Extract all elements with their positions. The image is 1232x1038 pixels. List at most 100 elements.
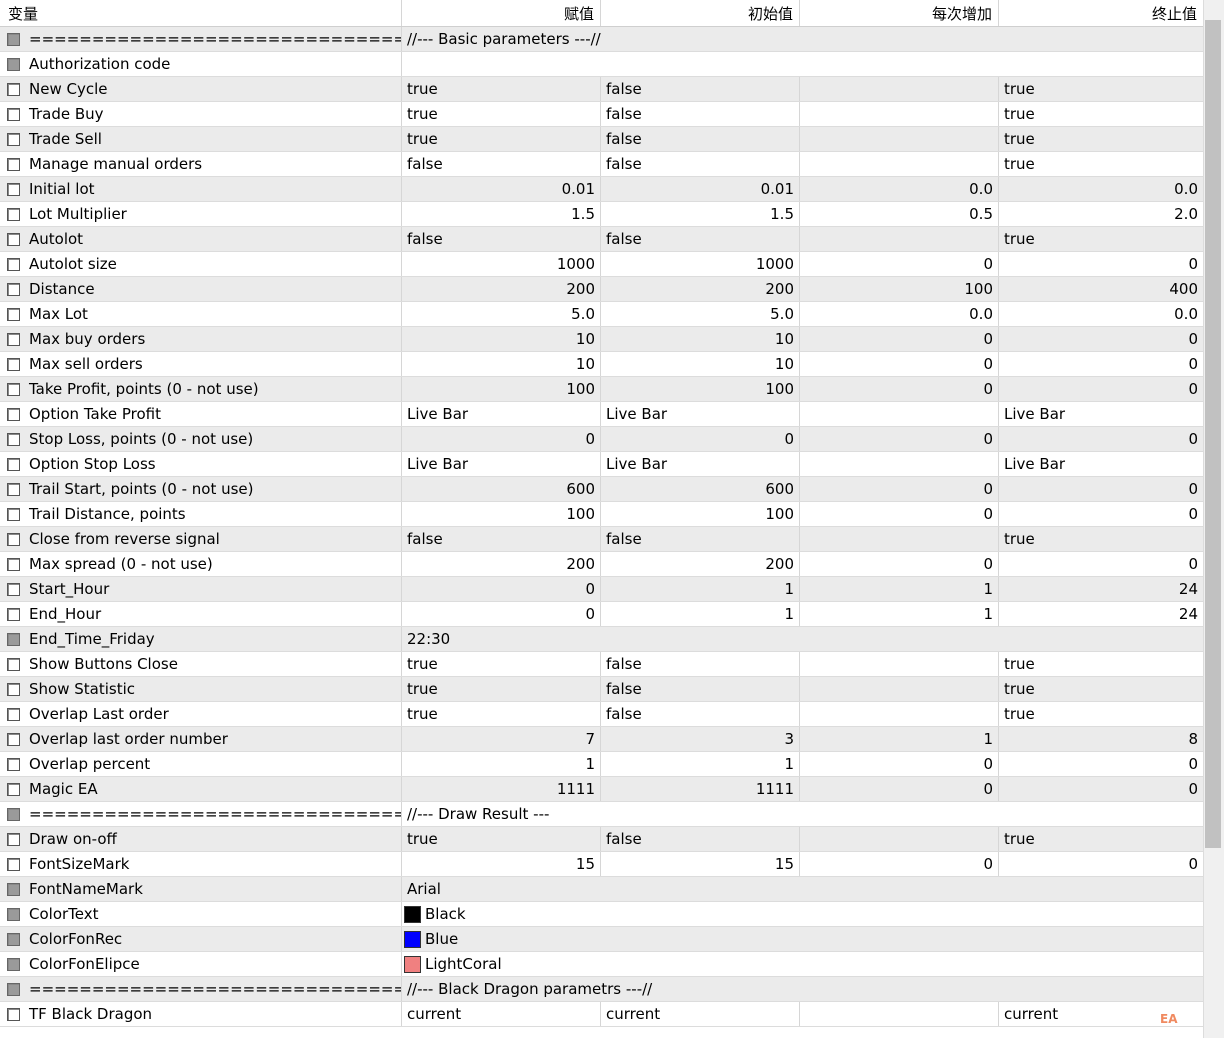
value-cell[interactable]: 100: [402, 377, 601, 401]
step-cell[interactable]: [800, 102, 999, 126]
parameter-name-cell[interactable]: =================================...: [0, 802, 402, 826]
stop-cell[interactable]: 0: [1188, 380, 1198, 398]
value-cell[interactable]: 600: [402, 477, 601, 501]
parameter-name-cell[interactable]: Start_Hour: [0, 577, 402, 601]
parameter-value[interactable]: Black: [402, 902, 1203, 926]
optimize-checkbox[interactable]: [7, 182, 20, 196]
step-cell[interactable]: 1: [800, 602, 999, 626]
stop-cell[interactable]: true: [1004, 680, 1035, 698]
parameter-name-cell[interactable]: Manage manual orders: [0, 152, 402, 176]
stop-cell[interactable]: Live Bar: [1004, 405, 1066, 423]
table-row[interactable]: Draw on-off true false true: [0, 827, 1203, 852]
optimize-checkbox[interactable]: [7, 557, 20, 571]
parameter-name-cell[interactable]: Autolot: [0, 227, 402, 251]
parameter-name-cell[interactable]: Initial lot: [0, 177, 402, 201]
optimize-checkbox[interactable]: [7, 407, 20, 421]
optimize-checkbox[interactable]: [7, 982, 20, 996]
step-cell[interactable]: 0: [800, 352, 999, 376]
step-cell[interactable]: 0.5: [800, 202, 999, 226]
column-header-variable[interactable]: 变量: [0, 0, 402, 26]
step-cell[interactable]: [800, 127, 999, 151]
parameter-value[interactable]: Arial: [407, 880, 441, 898]
optimize-checkbox[interactable]: [7, 257, 20, 271]
optimize-checkbox[interactable]: [7, 282, 20, 296]
value-cell[interactable]: false: [402, 152, 601, 176]
table-row[interactable]: Lot Multiplier 1.5 1.5 0.5 2.0: [0, 202, 1203, 227]
value-cell[interactable]: 1111: [402, 777, 601, 801]
start-cell[interactable]: 10: [601, 327, 800, 351]
table-row[interactable]: Magic EA 1111 1111 0 0: [0, 777, 1203, 802]
optimize-checkbox[interactable]: [7, 107, 20, 121]
start-cell[interactable]: 15: [601, 852, 800, 876]
optimize-checkbox[interactable]: [7, 82, 20, 96]
table-row[interactable]: Max sell orders 10 10 0 0: [0, 352, 1203, 377]
step-cell[interactable]: 0: [800, 552, 999, 576]
stop-cell[interactable]: true: [1004, 530, 1035, 548]
start-cell[interactable]: 3: [601, 727, 800, 751]
parameter-name-cell[interactable]: Trade Sell: [0, 127, 402, 151]
parameter-name-cell[interactable]: ColorFonElipce: [0, 952, 402, 976]
value-cell[interactable]: 200: [402, 552, 601, 576]
optimize-checkbox[interactable]: [7, 707, 20, 721]
parameter-name-cell[interactable]: Show Buttons Close: [0, 652, 402, 676]
parameter-value[interactable]: 22:30: [407, 630, 451, 648]
optimize-checkbox[interactable]: [7, 582, 20, 596]
parameter-name-cell[interactable]: Draw on-off: [0, 827, 402, 851]
start-cell[interactable]: false: [601, 827, 800, 851]
start-cell[interactable]: false: [601, 527, 800, 551]
value-cell[interactable]: current: [402, 1002, 601, 1026]
optimize-checkbox[interactable]: [7, 32, 20, 46]
start-cell[interactable]: 100: [601, 377, 800, 401]
table-row[interactable]: Autolot size 1000 1000 0 0: [0, 252, 1203, 277]
optimize-checkbox[interactable]: [7, 432, 20, 446]
stop-cell[interactable]: true: [1004, 705, 1035, 723]
table-row[interactable]: Manage manual orders false false true: [0, 152, 1203, 177]
value-cell[interactable]: true: [402, 702, 601, 726]
step-cell[interactable]: 100: [800, 277, 999, 301]
value-cell[interactable]: 0: [402, 602, 601, 626]
parameter-name-cell[interactable]: Magic EA: [0, 777, 402, 801]
optimize-checkbox[interactable]: [7, 232, 20, 246]
value-cell[interactable]: 0: [402, 427, 601, 451]
start-cell[interactable]: false: [601, 677, 800, 701]
parameter-name-cell[interactable]: Lot Multiplier: [0, 202, 402, 226]
value-cell[interactable]: 1.5: [402, 202, 601, 226]
value-cell[interactable]: 200: [402, 277, 601, 301]
value-cell[interactable]: Live Bar: [402, 402, 601, 426]
stop-cell[interactable]: 0: [1188, 780, 1198, 798]
stop-cell[interactable]: current: [1004, 1005, 1059, 1023]
parameter-value[interactable]: //--- Basic parameters ---//: [407, 30, 601, 48]
start-cell[interactable]: 5.0: [601, 302, 800, 326]
parameter-name-cell[interactable]: End_Time_Friday: [0, 627, 402, 651]
start-cell[interactable]: 200: [601, 277, 800, 301]
step-cell[interactable]: [800, 827, 999, 851]
parameter-name-cell[interactable]: Distance: [0, 277, 402, 301]
optimize-checkbox[interactable]: [7, 382, 20, 396]
optimize-checkbox[interactable]: [7, 507, 20, 521]
parameter-name-cell[interactable]: Trade Buy: [0, 102, 402, 126]
table-row[interactable]: TF Black Dragon current current current: [0, 1002, 1203, 1027]
table-row[interactable]: Take Profit, points (0 - not use) 100 100 0…: [0, 377, 1203, 402]
stop-cell[interactable]: 24: [1178, 605, 1198, 623]
start-cell[interactable]: Live Bar: [601, 452, 800, 476]
step-cell[interactable]: [800, 77, 999, 101]
table-row[interactable]: Show Buttons Close true false true: [0, 652, 1203, 677]
stop-cell[interactable]: 0.0: [1174, 305, 1198, 323]
table-row[interactable]: Autolot false false true: [0, 227, 1203, 252]
step-cell[interactable]: [800, 152, 999, 176]
start-cell[interactable]: 1: [601, 752, 800, 776]
optimize-checkbox[interactable]: [7, 932, 20, 946]
scrollbar-thumb[interactable]: [1205, 20, 1221, 848]
table-row[interactable]: Overlap Last order true false true: [0, 702, 1203, 727]
stop-cell[interactable]: true: [1004, 155, 1035, 173]
step-cell[interactable]: [800, 452, 999, 476]
table-row[interactable]: Start_Hour 0 1 1 24: [0, 577, 1203, 602]
step-cell[interactable]: [800, 1002, 999, 1026]
optimize-checkbox[interactable]: [7, 882, 20, 896]
table-row[interactable]: Max Lot 5.0 5.0 0.0 0.0: [0, 302, 1203, 327]
table-row[interactable]: Option Take Profit Live Bar Live Bar Live B…: [0, 402, 1203, 427]
stop-cell[interactable]: 0: [1188, 505, 1198, 523]
optimize-checkbox[interactable]: [7, 682, 20, 696]
optimize-checkbox[interactable]: [7, 857, 20, 871]
optimize-checkbox[interactable]: [7, 332, 20, 346]
